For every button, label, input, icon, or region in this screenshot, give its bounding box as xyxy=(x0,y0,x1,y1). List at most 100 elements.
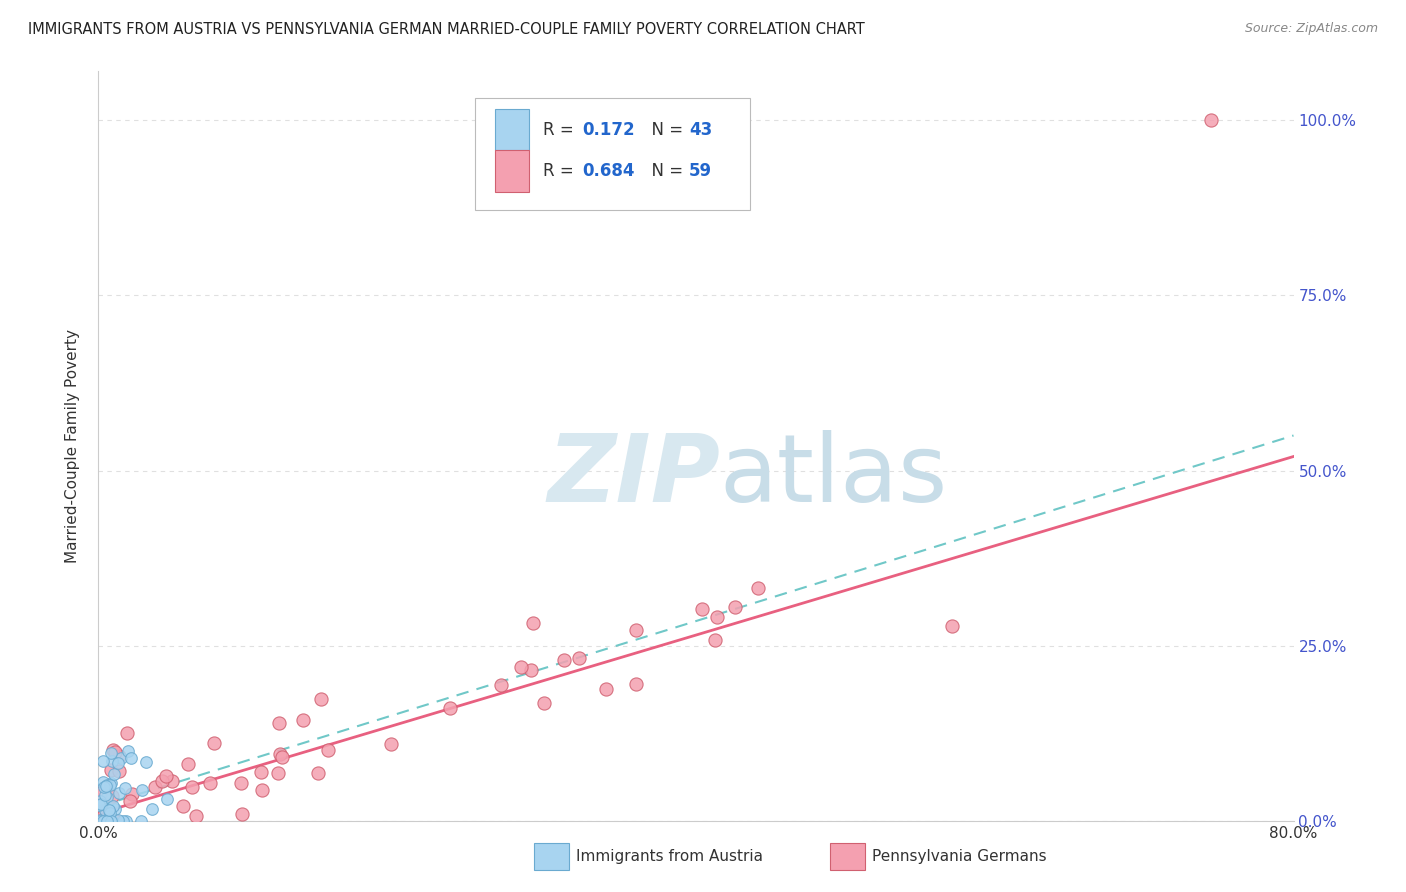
Point xyxy=(101,799,124,814)
Point xyxy=(97,809,120,823)
Point xyxy=(108,764,131,778)
Text: N =: N = xyxy=(641,162,689,180)
Point xyxy=(98,805,121,820)
Point xyxy=(316,743,339,757)
Point xyxy=(510,660,533,674)
Text: N =: N = xyxy=(641,120,689,139)
Point xyxy=(267,715,290,730)
Point xyxy=(489,678,512,692)
Point xyxy=(101,755,124,769)
Point xyxy=(101,743,124,757)
Point xyxy=(90,797,112,811)
Text: Source: ZipAtlas.com: Source: ZipAtlas.com xyxy=(1244,22,1378,36)
Point xyxy=(160,773,183,788)
Point xyxy=(135,755,157,769)
Point xyxy=(380,737,402,751)
Point xyxy=(595,682,617,697)
Point xyxy=(747,582,769,596)
Point xyxy=(156,792,179,806)
Point xyxy=(90,814,112,828)
Point xyxy=(107,813,129,827)
Point xyxy=(93,806,115,821)
Point xyxy=(112,814,135,828)
Point xyxy=(93,814,115,828)
Point xyxy=(439,701,461,715)
Point xyxy=(204,736,226,750)
Text: Pennsylvania Germans: Pennsylvania Germans xyxy=(872,849,1046,863)
Text: IMMIGRANTS FROM AUSTRIA VS PENNSYLVANIA GERMAN MARRIED-COUPLE FAMILY POVERTY COR: IMMIGRANTS FROM AUSTRIA VS PENNSYLVANIA … xyxy=(28,22,865,37)
FancyBboxPatch shape xyxy=(495,151,529,192)
Point xyxy=(250,782,273,797)
Point xyxy=(107,756,129,771)
Text: R =: R = xyxy=(543,162,579,180)
Point xyxy=(200,776,222,790)
Point xyxy=(89,798,111,813)
Point xyxy=(120,751,142,765)
Point xyxy=(706,610,728,624)
Point xyxy=(98,803,121,817)
Point xyxy=(143,780,166,794)
Point xyxy=(269,747,291,761)
Text: Immigrants from Austria: Immigrants from Austria xyxy=(576,849,763,863)
Point xyxy=(114,781,136,796)
FancyBboxPatch shape xyxy=(495,109,529,151)
Point xyxy=(96,807,118,822)
Point xyxy=(117,744,139,758)
Point xyxy=(97,814,120,828)
Point xyxy=(291,713,314,727)
Point xyxy=(155,768,177,782)
Text: 0.684: 0.684 xyxy=(582,162,636,180)
Point xyxy=(100,776,122,790)
Point xyxy=(107,748,129,763)
Point xyxy=(93,803,115,817)
Point xyxy=(91,775,114,789)
Point xyxy=(553,653,575,667)
Point xyxy=(110,751,132,765)
Point xyxy=(94,789,117,803)
Point xyxy=(186,809,208,823)
Point xyxy=(98,778,121,792)
Point xyxy=(90,811,112,825)
Point xyxy=(520,663,543,677)
Text: atlas: atlas xyxy=(720,430,948,522)
Point xyxy=(177,756,200,771)
Point xyxy=(121,787,143,801)
Point xyxy=(114,814,136,828)
Point xyxy=(141,802,163,816)
Point xyxy=(309,692,332,706)
Point xyxy=(100,814,122,828)
Point xyxy=(1201,113,1223,128)
Point xyxy=(941,619,963,633)
Point xyxy=(89,786,111,800)
Point xyxy=(96,778,118,792)
Point xyxy=(104,802,127,816)
Point xyxy=(307,765,329,780)
Point xyxy=(131,782,153,797)
Point xyxy=(250,764,273,779)
Point xyxy=(703,633,725,648)
Point xyxy=(100,747,122,761)
Point xyxy=(103,767,125,781)
FancyBboxPatch shape xyxy=(475,97,749,210)
Point xyxy=(96,814,118,828)
Point xyxy=(229,775,252,789)
Point xyxy=(724,599,747,614)
Point xyxy=(93,780,115,794)
Point xyxy=(624,623,647,637)
Point xyxy=(568,651,591,665)
Point xyxy=(100,814,122,828)
Point xyxy=(115,726,138,740)
Point xyxy=(100,763,122,777)
Point xyxy=(271,750,294,764)
Point xyxy=(96,812,118,826)
Point xyxy=(89,794,111,808)
Point xyxy=(172,799,194,814)
Point xyxy=(96,790,118,805)
Point xyxy=(89,813,111,827)
Point xyxy=(98,814,121,828)
Point xyxy=(522,616,544,631)
Point xyxy=(104,745,127,759)
Point xyxy=(91,754,114,768)
Point xyxy=(533,697,555,711)
Text: 59: 59 xyxy=(689,162,711,180)
